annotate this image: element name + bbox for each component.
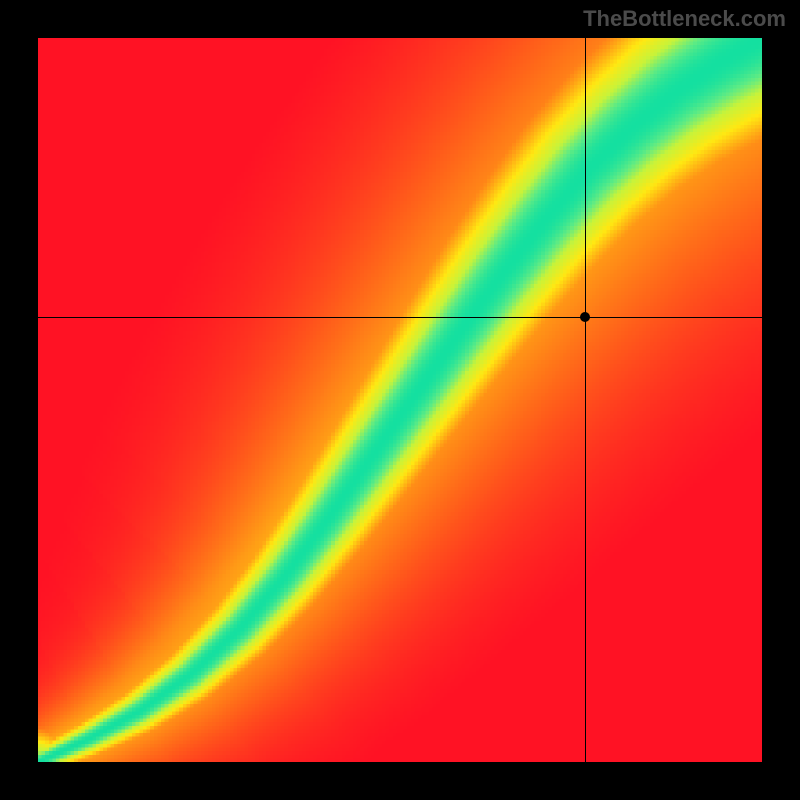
crosshair-horizontal [38, 317, 762, 318]
watermark-text: TheBottleneck.com [583, 6, 786, 32]
crosshair-vertical [585, 38, 586, 762]
chart-container: TheBottleneck.com [0, 0, 800, 800]
heatmap-plot-area [38, 38, 762, 762]
heatmap-canvas [38, 38, 762, 762]
crosshair-marker-dot [580, 312, 590, 322]
